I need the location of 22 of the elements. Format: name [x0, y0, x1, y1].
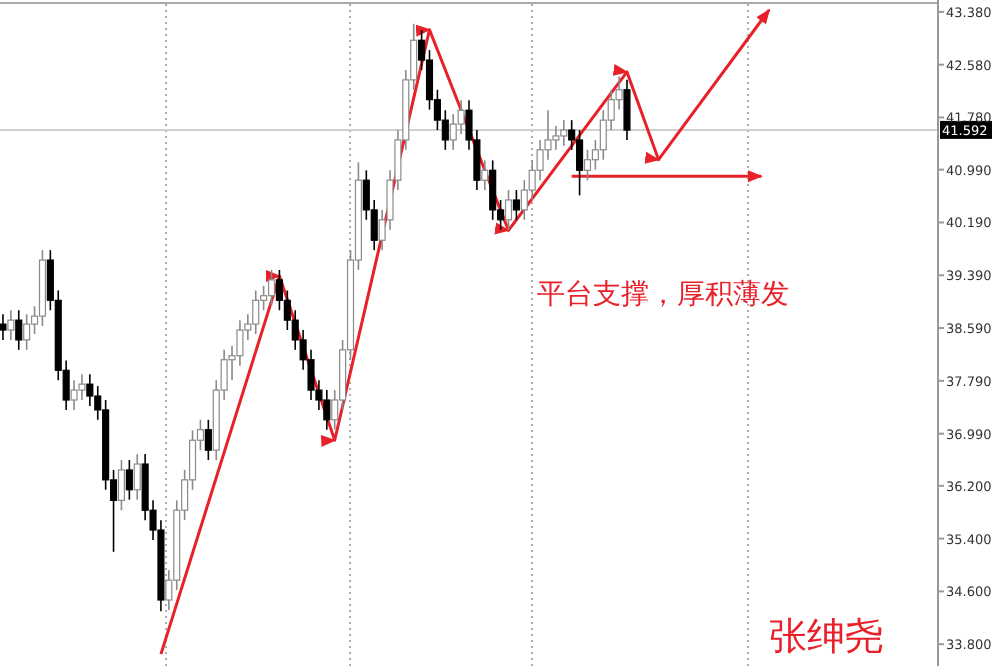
- candlestick: [489, 159, 497, 221]
- candlestick: [0, 313, 7, 341]
- candlestick: [7, 309, 15, 341]
- candlestick: [623, 79, 631, 141]
- candlestick: [481, 159, 489, 191]
- candlestick: [252, 289, 260, 335]
- candlestick: [86, 373, 94, 407]
- candlestick: [576, 129, 584, 197]
- annotation: 张绅尧: [769, 615, 884, 660]
- candlestick: [125, 459, 133, 501]
- candlestick: [15, 309, 23, 351]
- candlestick: [583, 149, 592, 181]
- candlestick: [117, 459, 126, 512]
- annotation: 平台支撑，厚积薄发: [536, 279, 789, 312]
- candlestick: [560, 119, 568, 147]
- candlestick: [512, 189, 520, 221]
- candlestick: [70, 379, 78, 411]
- candlestick: [204, 419, 212, 461]
- candlestick: [267, 269, 276, 307]
- candlestick: [23, 313, 31, 351]
- candlestick: [133, 453, 141, 501]
- candlestick: [504, 189, 513, 231]
